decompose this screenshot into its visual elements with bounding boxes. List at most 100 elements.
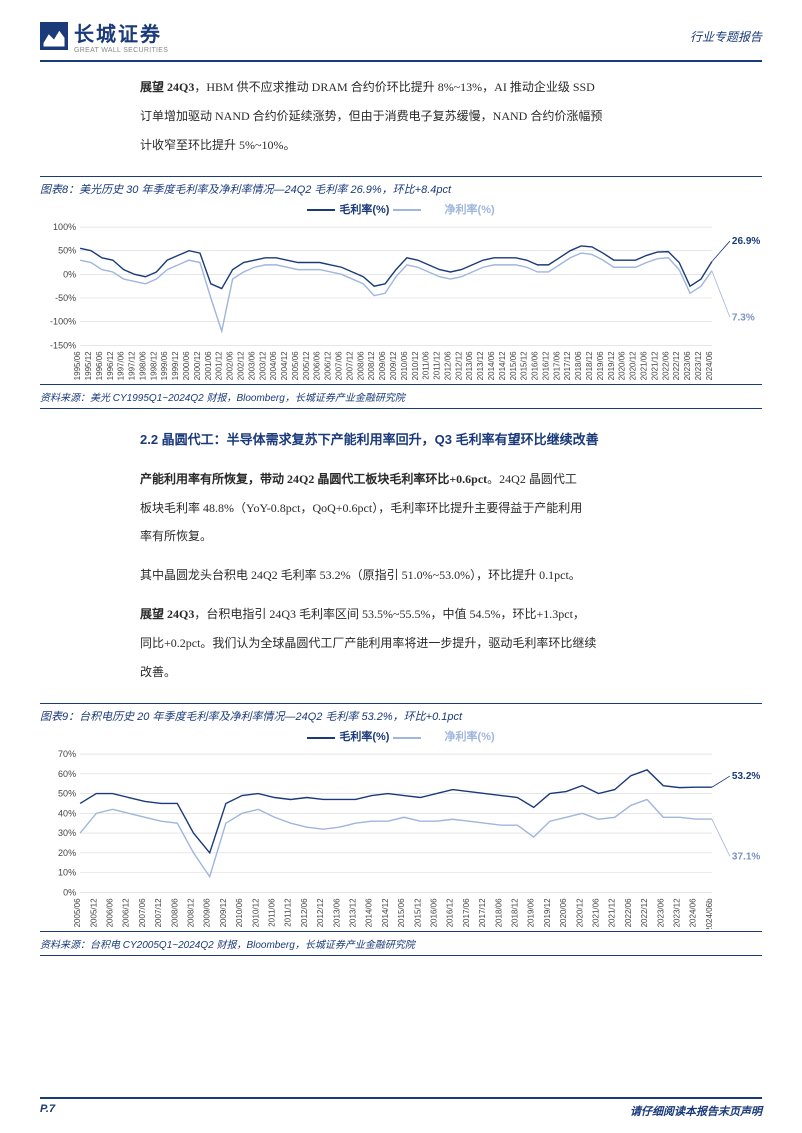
paragraph-outlook-24q3-foundry: 展望 24Q3，台积电指引 24Q3 毛利率区间 53.5%~55.5%，中值 … bbox=[0, 601, 802, 697]
svg-text:2004/12: 2004/12 bbox=[280, 351, 289, 381]
svg-text:2012/06: 2012/06 bbox=[300, 898, 309, 928]
svg-text:2013/06: 2013/06 bbox=[465, 351, 474, 381]
svg-text:2011/12: 2011/12 bbox=[433, 351, 442, 380]
svg-text:2014/06: 2014/06 bbox=[487, 351, 496, 381]
svg-text:2016/06: 2016/06 bbox=[531, 351, 540, 381]
svg-text:50%: 50% bbox=[58, 789, 76, 799]
svg-text:30%: 30% bbox=[58, 829, 76, 839]
svg-text:60%: 60% bbox=[58, 769, 76, 779]
para2-l2: 板块毛利率 48.8%（YoY-0.8pct，QoQ+0.6pct），毛利率环比… bbox=[140, 497, 762, 520]
svg-text:2009/12: 2009/12 bbox=[219, 898, 228, 928]
svg-text:2013/12: 2013/12 bbox=[348, 898, 357, 928]
fig9-legend-gross: 毛利率(%) bbox=[339, 731, 389, 743]
svg-text:2002/06: 2002/06 bbox=[226, 351, 235, 381]
svg-text:2006/06: 2006/06 bbox=[106, 898, 115, 928]
svg-text:2009/06: 2009/06 bbox=[378, 351, 387, 381]
report-type-label: 行业专题报告 bbox=[690, 28, 762, 45]
svg-text:2016/06: 2016/06 bbox=[429, 898, 438, 928]
svg-text:-100%: -100% bbox=[50, 317, 76, 327]
svg-text:2021/06: 2021/06 bbox=[639, 351, 648, 381]
svg-text:0%: 0% bbox=[63, 888, 76, 898]
svg-text:2013/12: 2013/12 bbox=[476, 351, 485, 381]
svg-text:2001/06: 2001/06 bbox=[204, 351, 213, 381]
figure9-legend: 毛利率(%) 净利率(%) bbox=[40, 728, 762, 744]
svg-text:2015/06: 2015/06 bbox=[397, 898, 406, 928]
figure8-chart: 毛利率(%) 净利率(%) -150%-100%-50%0%50%100%199… bbox=[40, 201, 762, 381]
svg-text:1996/12: 1996/12 bbox=[106, 351, 115, 381]
svg-text:2003/06: 2003/06 bbox=[247, 351, 256, 381]
great-wall-logo-icon bbox=[40, 22, 68, 50]
svg-text:2023/06: 2023/06 bbox=[656, 898, 665, 928]
svg-text:1999/06: 1999/06 bbox=[160, 351, 169, 381]
svg-text:1995/06: 1995/06 bbox=[73, 351, 82, 381]
svg-text:2020/12: 2020/12 bbox=[629, 351, 638, 381]
svg-text:1998/12: 1998/12 bbox=[149, 351, 158, 381]
svg-text:2011/06: 2011/06 bbox=[267, 898, 276, 927]
figure8-svg: -150%-100%-50%0%50%100%1995/061995/12199… bbox=[40, 221, 762, 381]
svg-text:2007/12: 2007/12 bbox=[345, 351, 354, 381]
svg-text:2021/12: 2021/12 bbox=[650, 351, 659, 381]
para4-l3: 改善。 bbox=[140, 661, 762, 684]
para1-l1: ，HBM 供不应求推动 DRAM 合约价环比提升 8%~13%，AI 推动企业级… bbox=[194, 80, 595, 94]
svg-text:2014/12: 2014/12 bbox=[498, 351, 507, 381]
svg-text:26.9%: 26.9% bbox=[732, 236, 760, 247]
para1-l3: 计收窄至环比提升 5%~10%。 bbox=[140, 134, 762, 157]
fig9-legend-net: 净利率(%) bbox=[445, 731, 495, 743]
page-number: P.7 bbox=[40, 1103, 55, 1119]
para1-l2: 订单增加驱动 NAND 合约价延续涨势，但由于消费电子复苏缓慢，NAND 合约价… bbox=[140, 105, 762, 128]
svg-text:1996/06: 1996/06 bbox=[95, 351, 104, 381]
svg-text:50%: 50% bbox=[58, 246, 76, 256]
svg-text:2010/06: 2010/06 bbox=[400, 351, 409, 381]
svg-text:2020/12: 2020/12 bbox=[575, 898, 584, 928]
svg-text:2017/06: 2017/06 bbox=[552, 351, 561, 381]
svg-text:2012/12: 2012/12 bbox=[316, 898, 325, 928]
svg-text:2007/06: 2007/06 bbox=[335, 351, 344, 381]
para4-l1: ，台积电指引 24Q3 毛利率区间 53.5%~55.5%，中值 54.5%，环… bbox=[194, 607, 585, 621]
svg-text:2005/12: 2005/12 bbox=[89, 898, 98, 928]
svg-text:2000/12: 2000/12 bbox=[193, 351, 202, 381]
svg-text:2006/12: 2006/12 bbox=[324, 351, 333, 381]
svg-text:2016/12: 2016/12 bbox=[541, 351, 550, 381]
figure8-legend: 毛利率(%) 净利率(%) bbox=[40, 201, 762, 217]
svg-text:2017/12: 2017/12 bbox=[478, 898, 487, 928]
svg-text:70%: 70% bbox=[58, 749, 76, 759]
paragraph-tsmc-margin: 其中晶圆龙头台积电 24Q2 毛利率 53.2%（原指引 51.0%~53.0%… bbox=[0, 562, 802, 601]
svg-text:2000/06: 2000/06 bbox=[182, 351, 191, 381]
para4-l2: 同比+0.2pct。我们认为全球晶圆代工厂产能利用率将进一步提升，驱动毛利率环比… bbox=[140, 632, 762, 655]
svg-text:2007/06: 2007/06 bbox=[138, 898, 147, 928]
svg-text:1995/12: 1995/12 bbox=[84, 351, 93, 381]
svg-text:1997/12: 1997/12 bbox=[128, 351, 137, 381]
svg-text:20%: 20% bbox=[58, 848, 76, 858]
logo-text-en: GREAT WALL SECURITIES bbox=[74, 47, 168, 54]
svg-text:2015/12: 2015/12 bbox=[520, 351, 529, 381]
svg-text:2017/12: 2017/12 bbox=[563, 351, 572, 381]
svg-text:2019/06: 2019/06 bbox=[527, 898, 536, 928]
figure8-source: 资料来源：美光 CY1995Q1~2024Q2 财报，Bloomberg，长城证… bbox=[40, 384, 762, 409]
para2-l3: 率有所恢复。 bbox=[140, 525, 762, 548]
svg-text:1999/12: 1999/12 bbox=[171, 351, 180, 381]
svg-text:2013/06: 2013/06 bbox=[332, 898, 341, 928]
logo-block: 长城证券 GREAT WALL SECURITIES bbox=[40, 18, 168, 54]
svg-text:2012/12: 2012/12 bbox=[454, 351, 463, 381]
svg-text:7.3%: 7.3% bbox=[732, 313, 755, 324]
svg-text:-50%: -50% bbox=[55, 293, 76, 303]
figure9-caption: 图表9：台积电历史 20 年季度毛利率及净利率情况—24Q2 毛利率 53.2%… bbox=[40, 703, 762, 724]
svg-text:2010/06: 2010/06 bbox=[235, 898, 244, 928]
para2-l1: 。24Q2 晶圆代工 bbox=[487, 472, 577, 486]
svg-text:1997/06: 1997/06 bbox=[117, 351, 126, 381]
svg-text:2008/06: 2008/06 bbox=[170, 898, 179, 928]
svg-text:40%: 40% bbox=[58, 809, 76, 819]
svg-text:2020/06: 2020/06 bbox=[559, 898, 568, 928]
svg-text:2009/06: 2009/06 bbox=[203, 898, 212, 928]
svg-text:2015/06: 2015/06 bbox=[509, 351, 518, 381]
svg-text:2022/12: 2022/12 bbox=[640, 898, 649, 928]
svg-text:2010/12: 2010/12 bbox=[251, 898, 260, 928]
svg-text:2014/12: 2014/12 bbox=[381, 898, 390, 928]
footer-disclaimer: 请仔细阅读本报告末页声明 bbox=[630, 1103, 762, 1119]
svg-text:100%: 100% bbox=[53, 222, 76, 232]
svg-text:2003/12: 2003/12 bbox=[258, 351, 267, 381]
svg-text:2007/12: 2007/12 bbox=[154, 898, 163, 928]
svg-text:2009/12: 2009/12 bbox=[389, 351, 398, 381]
page-footer: P.7 请仔细阅读本报告末页声明 bbox=[40, 1097, 762, 1119]
svg-text:-150%: -150% bbox=[50, 341, 76, 351]
